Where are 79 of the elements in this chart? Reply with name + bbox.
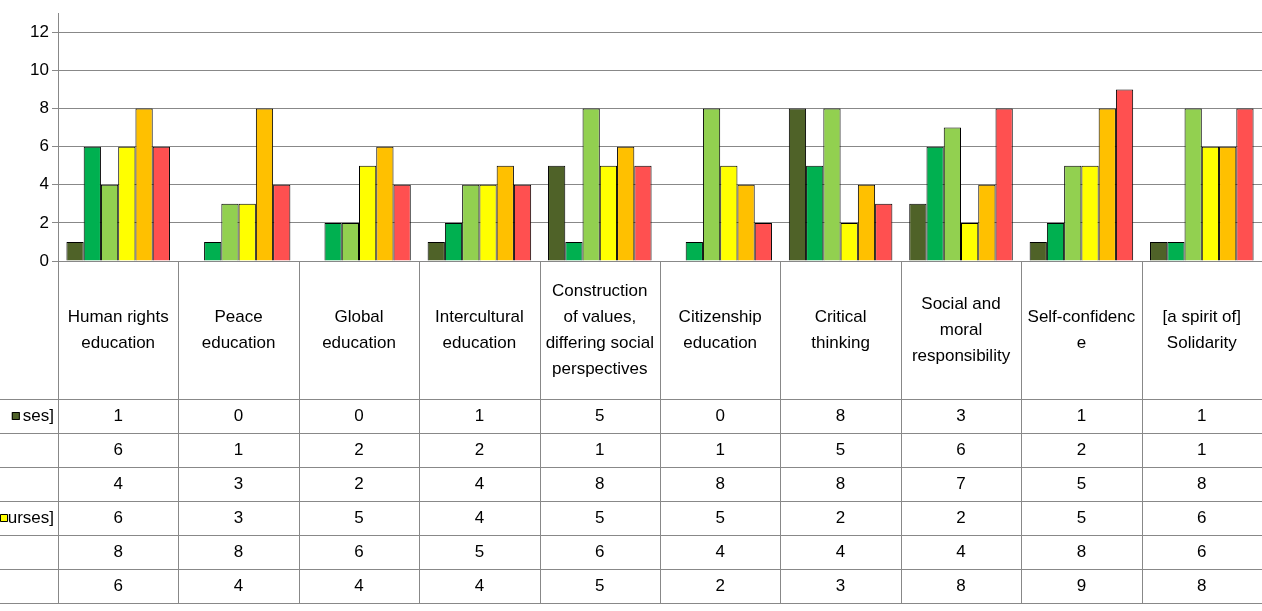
legend-label: ses] xyxy=(22,405,54,425)
data-label: 3 xyxy=(233,507,244,527)
legend-label: urses] xyxy=(7,507,54,527)
data-label: 3 xyxy=(835,575,846,595)
data-label: 8 xyxy=(113,541,123,561)
data-label: 5 xyxy=(835,439,846,459)
y-tick-label: 2 xyxy=(39,212,49,232)
data-label: 6 xyxy=(113,575,123,595)
data-label: 2 xyxy=(474,439,485,459)
x-tick-label: Peace education xyxy=(201,306,276,352)
data-label: 5 xyxy=(1076,473,1087,493)
data-label: 8 xyxy=(233,541,244,561)
data-label: 3 xyxy=(956,405,966,425)
data-label: 4 xyxy=(474,507,485,527)
data-label: 4 xyxy=(474,473,485,493)
data-label: 8 xyxy=(1197,575,1207,595)
data-label: 1 xyxy=(595,439,605,459)
data-label: 1 xyxy=(1076,405,1087,425)
data-label: 2 xyxy=(835,507,846,527)
data-label: 6 xyxy=(956,439,966,459)
y-tick-label: 0 xyxy=(39,250,49,270)
data-label: 5 xyxy=(595,507,605,527)
data-label: 5 xyxy=(474,541,485,561)
data-label: 1 xyxy=(1197,405,1207,425)
data-label: 4 xyxy=(956,541,966,561)
data-label: 6 xyxy=(113,507,123,527)
data-label: 8 xyxy=(956,575,966,595)
data-label: 7 xyxy=(956,473,966,493)
data-label: 4 xyxy=(715,541,725,561)
data-label: 5 xyxy=(354,507,364,527)
data-label: 8 xyxy=(595,473,605,493)
y-tick-label: 10 xyxy=(30,60,49,80)
data-label: 2 xyxy=(956,507,966,527)
data-label: 4 xyxy=(835,541,846,561)
data-label: 8 xyxy=(835,405,846,425)
data-label: 8 xyxy=(835,473,846,493)
x-tick-label: Human rights education xyxy=(67,306,169,352)
data-label: 1 xyxy=(233,439,244,459)
data-label: 2 xyxy=(354,473,364,493)
data-label: 6 xyxy=(1197,541,1207,561)
data-label: 2 xyxy=(354,439,364,459)
y-tick-label: 12 xyxy=(30,21,49,41)
y-tick-label: 4 xyxy=(39,174,49,194)
data-label: 5 xyxy=(1076,507,1087,527)
data-label: 6 xyxy=(595,541,605,561)
data-label: 8 xyxy=(1197,473,1207,493)
data-label: 2 xyxy=(1076,439,1087,459)
x-tick-label: [a spirit of] Solidarity xyxy=(1162,306,1242,352)
y-tick-label: 8 xyxy=(39,98,49,118)
x-tick-label: Critical thinking xyxy=(811,306,870,352)
data-label: 6 xyxy=(1197,507,1207,527)
data-label: 1 xyxy=(1197,439,1207,459)
data-label: 2 xyxy=(715,575,725,595)
data-label: 6 xyxy=(113,439,123,459)
data-label: 4 xyxy=(233,575,244,595)
data-label: 5 xyxy=(715,507,725,527)
data-label: 3 xyxy=(233,473,244,493)
data-label: 1 xyxy=(113,405,123,425)
data-label: 0 xyxy=(715,405,725,425)
data-label: 8 xyxy=(715,473,725,493)
y-tick-label: 6 xyxy=(39,136,49,156)
x-tick-label: Global education xyxy=(322,306,396,352)
x-tick-label: Construction of values, differing social perspectives xyxy=(545,280,654,378)
data-label: 4 xyxy=(474,575,485,595)
data-label: 1 xyxy=(715,439,725,459)
data-label: 4 xyxy=(113,473,123,493)
x-tick-label: Self-confidence xyxy=(1027,306,1136,352)
data-label: 6 xyxy=(354,541,364,561)
x-tick-label: Citizenship education xyxy=(678,306,762,352)
data-label: 5 xyxy=(595,575,605,595)
data-label: 4 xyxy=(354,575,364,595)
x-tick-label: Intercultural education xyxy=(434,306,524,352)
x-tick-label: Social and moral responsibility xyxy=(911,293,1011,365)
data-label: 9 xyxy=(1076,575,1087,595)
data-label: 0 xyxy=(354,405,364,425)
data-label: 8 xyxy=(1076,541,1087,561)
data-label: 5 xyxy=(595,405,605,425)
data-label: 1 xyxy=(474,405,485,425)
data-label: 0 xyxy=(233,405,244,425)
